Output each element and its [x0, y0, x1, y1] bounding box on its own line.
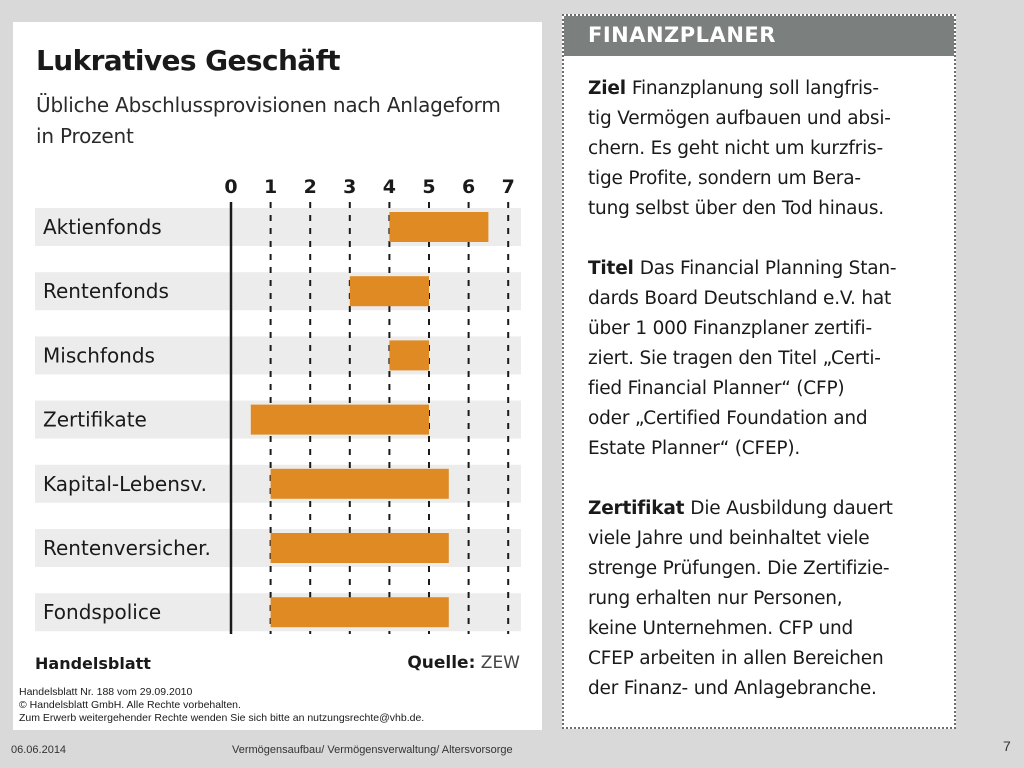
footer-text: Vermögensaufbau/ Vermögensverwaltung/ Al… [232, 744, 513, 756]
page-number: 7 [1003, 738, 1011, 754]
info-line: dards Board Deutschland e.V. hat [588, 288, 892, 309]
category-label: Mischfonds [43, 343, 155, 367]
info-line: der Finanz- und Anlagebranche. [588, 678, 877, 699]
info-line: strenge Prüfungen. Die Zertifizie- [588, 558, 890, 579]
category-label: Rentenfonds [43, 279, 169, 303]
x-tick-label: 6 [462, 176, 475, 198]
footer-date: 06.06.2014 [11, 744, 67, 756]
info-box-title: FINANZPLANER [588, 23, 776, 47]
chart-title: Lukratives Geschäft [36, 44, 341, 77]
source-value: ZEW [480, 653, 520, 673]
info-line: ziert. Sie tragen den Titel „Certi- [588, 348, 881, 369]
copyright-notice: Handelsblatt Nr. 188 vom 29.09.2010 © Ha… [19, 686, 539, 725]
x-tick-label: 0 [224, 176, 237, 198]
bar [270, 533, 449, 563]
info-line: über 1 000 Finanzplaner zertifi- [588, 318, 872, 339]
bar [270, 597, 449, 628]
info-line: Estate Planner“ (CFEP). [588, 438, 801, 459]
info-section-ziel: Ziel Finanzplanung soll langfris- tig Ver… [588, 74, 938, 224]
info-line: chern. Es geht nicht um kurzfris- [588, 138, 883, 159]
bar [270, 468, 449, 499]
info-line: Zertifikat Die Ausbildung dauert [588, 494, 938, 524]
bar [250, 404, 429, 435]
section-keyword: Titel [588, 258, 634, 279]
x-tick-label: 7 [502, 176, 515, 198]
row-stripe [35, 336, 521, 375]
copyright-line-issue: Handelsblatt Nr. 188 vom 29.09.2010 [19, 686, 193, 698]
info-line: CFEP arbeiten in allen Bereichen [588, 648, 884, 669]
x-tick-label: 2 [304, 176, 317, 198]
source-line: Quelle: ZEW [407, 653, 520, 673]
info-section-titel: Titel Das Financial Planning Stan- dards … [588, 254, 938, 464]
info-line: tige Profite, sondern um Bera- [588, 168, 861, 189]
info-line: viele Jahre und beinhaltet viele [588, 528, 870, 549]
info-line: fied Financial Planner“ (CFP) [588, 378, 845, 399]
info-line: tig Vermögen aufbauen und absi- [588, 108, 891, 129]
category-label: Aktienfonds [43, 215, 162, 239]
info-line: Titel Das Financial Planning Stan- [588, 254, 938, 284]
section-keyword: Ziel [588, 78, 626, 99]
chart-panel: Lukratives Geschäft Übliche Abschlusspro… [13, 22, 542, 730]
row-stripe [35, 272, 521, 311]
info-line: tung selbst über den Tod hinaus. [588, 198, 884, 219]
bar [389, 212, 489, 242]
x-tick-label: 1 [264, 176, 277, 198]
info-line: keine Unternehmen. CFP und [588, 618, 854, 639]
bar-chart: 0 1 2 3 4 5 6 7 Aktienfonds Rentenfonds Mischfond… [35, 176, 521, 634]
x-tick-label: 3 [343, 176, 356, 198]
source-brand: Handelsblatt [35, 654, 151, 673]
section-keyword: Zertifikat [588, 498, 685, 519]
x-tick-label: 4 [383, 176, 396, 198]
bar [349, 276, 429, 307]
category-label: Fondspolice [43, 600, 161, 624]
section-text: Die Ausbildung dauert [690, 498, 893, 519]
section-text: Finanzplanung soll langfris- [631, 78, 879, 99]
info-box-header: FINANZPLANER [564, 16, 954, 56]
category-label: Kapital-Lebensv. [43, 472, 207, 496]
bar [389, 340, 429, 371]
info-line: rung erhalten nur Personen, [588, 588, 843, 609]
copyright-line-rights: © Handelsblatt GmbH. Alle Rechte vorbeha… [19, 699, 241, 711]
x-tick-label: 5 [422, 176, 435, 198]
finanzplaner-info-box: FINANZPLANER Ziel Finanzplanung soll lang… [562, 14, 956, 729]
copyright-line-contact: Zum Erwerb weitergehender Rechte wenden … [19, 712, 425, 724]
info-line: oder „Certified Foundation and [588, 408, 868, 429]
info-line: Ziel Finanzplanung soll langfris- [588, 74, 938, 104]
source-label: Quelle: [407, 653, 476, 673]
section-text: Das Financial Planning Stan- [639, 258, 897, 279]
category-label: Rentenversicher. [43, 536, 211, 560]
chart-subtitle: Übliche Abschlussprovisionen nach Anlage… [36, 93, 501, 148]
category-label: Zertifikate [43, 408, 147, 432]
info-section-zertifikat: Zertifikat Die Ausbildung dauert viele Ja… [588, 494, 938, 704]
